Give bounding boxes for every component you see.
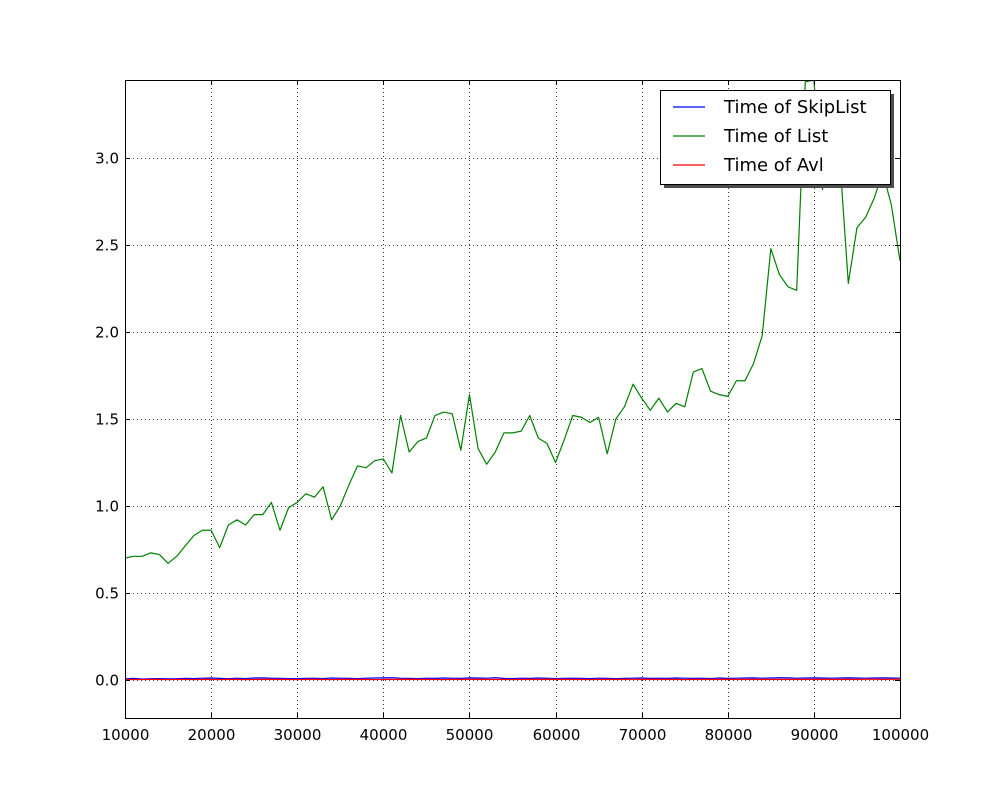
x-tick-label: 100000 [872,726,929,744]
x-tick-label: 50000 [446,726,494,744]
legend-label: Time of Avl [723,155,824,176]
axis-ticks: 10000 20000 30000 40000 50000 60000 70000 80000… [95,80,929,744]
legend: Time of SkipList Time of List Time of Avl [660,90,894,188]
x-tick-label: 80000 [705,726,753,744]
legend-box [660,90,891,185]
y-tick-label: 0.0 [95,672,119,690]
x-tick-label: 90000 [791,726,839,744]
x-tick-label: 40000 [360,726,408,744]
y-tick-label: 1.5 [95,411,119,429]
series-line-1 [125,677,900,680]
plot-frame [125,80,901,719]
x-tick-label: 10000 [102,726,150,744]
legend-label: Time of SkipList [723,97,867,118]
x-tick-label: 70000 [619,726,667,744]
x-tick-label: 60000 [533,726,581,744]
series-lines [125,80,900,681]
y-tick-label: 0.5 [95,585,119,603]
x-tick-label: 30000 [274,726,322,744]
y-tick-label: 3.0 [95,150,119,168]
y-tick-label: 2.5 [95,237,119,255]
legend-label: Time of List [723,126,828,147]
x-tick-label: 20000 [188,726,236,744]
y-tick-label: 1.0 [95,498,119,516]
series-line-2 [125,80,900,564]
y-tick-label: 2.0 [95,324,119,342]
